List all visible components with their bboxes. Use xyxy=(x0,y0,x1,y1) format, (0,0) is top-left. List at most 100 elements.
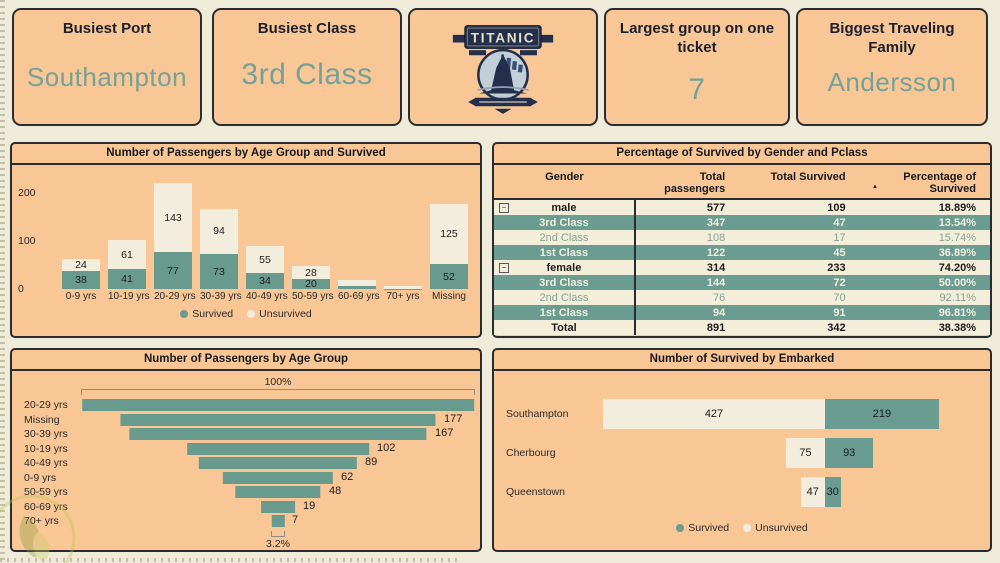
bar-column[interactable]: 143 77 20-29 yrs xyxy=(154,177,196,305)
bar-segment[interactable]: 143 xyxy=(154,183,192,252)
column-header[interactable]: Total passengers xyxy=(664,171,726,195)
funnel-row[interactable]: 70+ yrs 7 xyxy=(12,514,480,529)
funnel-row[interactable]: 10-19 yrs 102 xyxy=(12,442,480,457)
table-row[interactable]: 2nd Class 76 70 92.11% xyxy=(494,290,990,305)
row-label-cell: Total xyxy=(494,320,636,335)
bracket-cell: 100% xyxy=(76,376,480,398)
funnel-row[interactable]: 30-39 yrs 167 xyxy=(12,427,480,442)
legend-item-survived[interactable]: Survived xyxy=(676,522,729,534)
table-row[interactable]: 1st Class 94 91 96.81% xyxy=(494,305,990,320)
legend-item-survived[interactable]: Survived xyxy=(180,308,233,320)
table-row[interactable]: − female 314 233 74.20% xyxy=(494,260,990,275)
funnel-row[interactable]: 0-9 yrs 62 xyxy=(12,471,480,486)
funnel-bar[interactable] xyxy=(198,457,358,470)
table-row[interactable]: 3rd Class 347 47 13.54% xyxy=(494,215,990,230)
bar-stack[interactable]: 55 34 xyxy=(246,177,284,289)
funnel-bar[interactable] xyxy=(120,413,436,426)
bar-segment[interactable]: 28 xyxy=(292,266,330,280)
bar-segment[interactable] xyxy=(384,288,422,289)
bar-segment[interactable]: 125 xyxy=(430,204,468,264)
bar-stack[interactable]: 94 73 xyxy=(200,177,238,289)
bar-column[interactable]: 60-69 yrs xyxy=(338,177,380,305)
bar-segment[interactable] xyxy=(338,279,376,287)
funnel-row[interactable]: 20-29 yrs xyxy=(12,398,480,413)
embarked-row[interactable]: Cherbourg 75 93 xyxy=(494,438,990,468)
funnel-bar[interactable] xyxy=(235,486,321,499)
bar-column[interactable]: 70+ yrs xyxy=(384,177,422,305)
funnel-bar[interactable] xyxy=(261,500,295,513)
unsurvived-bar[interactable]: 75 xyxy=(786,438,825,468)
bar-stack[interactable]: 143 77 xyxy=(154,177,192,289)
column-header[interactable]: Gender xyxy=(545,171,584,183)
bar-column[interactable]: 125 52 Missing xyxy=(430,177,468,305)
funnel-row[interactable]: Missing 177 xyxy=(12,413,480,428)
funnel-row[interactable]: 50-59 yrs 48 xyxy=(12,485,480,500)
table-row[interactable]: Total 891 342 38.38% xyxy=(494,320,990,335)
bar-stack[interactable]: 24 38 xyxy=(62,177,100,289)
funnel-value-label: 48 xyxy=(329,485,342,498)
funnel-bar[interactable] xyxy=(129,428,427,441)
survived-bar[interactable]: 219 xyxy=(825,399,939,429)
embarked-row[interactable]: Queenstown 47 30 xyxy=(494,477,990,507)
bar-segment[interactable]: 38 xyxy=(62,270,100,289)
embarked-row[interactable]: Southampton 427 219 xyxy=(494,399,990,429)
bar-stack[interactable]: 61 41 xyxy=(108,177,146,289)
legend-label: Survived xyxy=(192,308,234,320)
funnel-category-label: 10-19 yrs xyxy=(24,442,68,455)
bar-segment[interactable]: 61 xyxy=(108,240,146,270)
bar-stack[interactable] xyxy=(384,177,422,289)
legend-item-unsurvived[interactable]: Unsurvived xyxy=(743,522,808,534)
panel-embarked-chart: Number of Survived by Embarked Southampt… xyxy=(492,348,992,552)
bar-segment[interactable] xyxy=(338,286,376,289)
funnel-bar[interactable] xyxy=(187,442,369,455)
value-cell: 76 xyxy=(634,290,754,305)
card-largest-group[interactable]: Largest group on one ticket 7 xyxy=(604,8,790,126)
bar-segment[interactable]: 55 xyxy=(246,246,284,273)
table-row[interactable]: 1st Class 122 45 36.89% xyxy=(494,245,990,260)
bar-segment[interactable] xyxy=(384,285,422,289)
bar-stack[interactable]: 125 52 xyxy=(430,177,468,289)
value-cell: 347 xyxy=(634,215,754,230)
bar-column[interactable]: 28 20 50-59 yrs xyxy=(292,177,334,305)
unsurvived-bar[interactable]: 47 xyxy=(800,477,825,507)
funnel-bar[interactable] xyxy=(222,471,334,484)
bar-segment[interactable]: 94 xyxy=(200,208,238,254)
bar-column[interactable]: 55 34 40-49 yrs xyxy=(246,177,288,305)
unsurvived-bar[interactable]: 427 xyxy=(603,399,825,429)
bar-segment[interactable]: 20 xyxy=(292,278,330,290)
column-header[interactable]: Percentage of Survived ▲ xyxy=(872,171,976,195)
table-row[interactable]: 2nd Class 108 17 15.74% xyxy=(494,230,990,245)
bar-segment[interactable]: 24 xyxy=(62,259,100,271)
card-biggest-family[interactable]: Biggest Traveling Family Andersson xyxy=(796,8,988,126)
funnel-category-label: 30-39 yrs xyxy=(24,428,68,441)
legend-item-unsurvived[interactable]: Unsurvived xyxy=(247,308,312,320)
funnel-row[interactable]: 60-69 yrs 19 xyxy=(12,500,480,515)
chart-title: Number of Survived by Embarked xyxy=(494,350,990,371)
value-cell: 233 xyxy=(753,260,872,275)
bar-segment[interactable]: 73 xyxy=(200,254,238,289)
x-axis-label: 50-59 yrs xyxy=(292,291,334,302)
bar-stack[interactable] xyxy=(338,177,376,289)
bar-column[interactable]: 94 73 30-39 yrs xyxy=(200,177,242,305)
bar-column[interactable]: 24 38 0-9 yrs xyxy=(62,177,100,305)
table-row[interactable]: 3rd Class 144 72 50.00% xyxy=(494,275,990,290)
bar-column[interactable]: 61 41 10-19 yrs xyxy=(108,177,150,305)
card-busiest-class[interactable]: Busiest Class 3rd Class xyxy=(212,8,402,126)
bar-segment[interactable]: 77 xyxy=(154,252,192,289)
funnel-bar[interactable] xyxy=(271,515,285,528)
bar-segment[interactable]: 41 xyxy=(108,269,146,289)
collapse-icon[interactable]: − xyxy=(499,203,509,213)
bar-stack[interactable]: 28 20 xyxy=(292,177,330,290)
funnel-bar[interactable] xyxy=(82,399,474,412)
bar-segment[interactable]: 52 xyxy=(430,264,468,289)
bar-segment[interactable]: 34 xyxy=(246,272,284,289)
funnel-row[interactable]: 40-49 yrs 89 xyxy=(12,456,480,471)
column-header[interactable]: Total Survived xyxy=(770,171,846,183)
table-row[interactable]: − male 577 109 18.89% xyxy=(494,198,990,215)
survived-bar[interactable]: 30 xyxy=(825,477,841,507)
funnel-category-label: 20-29 yrs xyxy=(24,399,68,412)
collapse-icon[interactable]: − xyxy=(499,263,509,273)
survived-bar[interactable]: 93 xyxy=(825,438,874,468)
card-busiest-port[interactable]: Busiest Port Southampton xyxy=(12,8,202,126)
card-title: Biggest Traveling Family xyxy=(829,20,955,56)
